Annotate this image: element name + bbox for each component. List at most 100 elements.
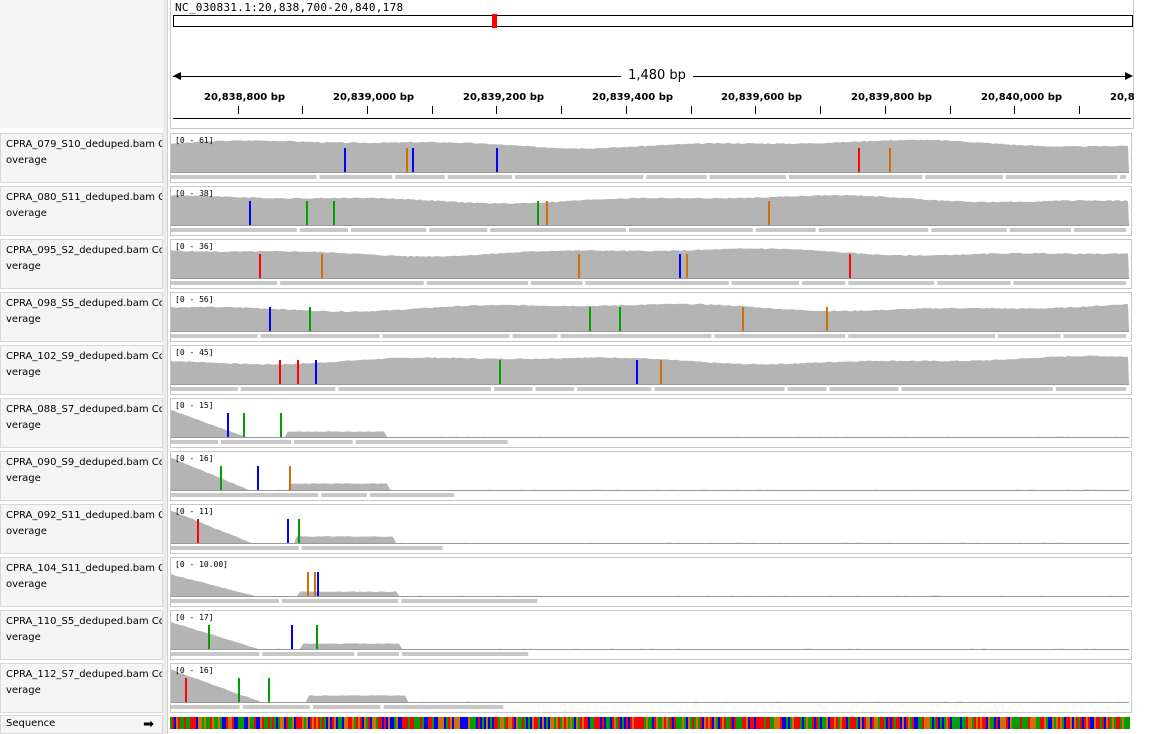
sequence-base: [238, 717, 240, 729]
coverage-plot[interactable]: [0 - 10.00]: [170, 557, 1132, 607]
track-row[interactable]: CPRA_092_S11_deduped.bam C overage [0 - …: [0, 504, 1132, 554]
coverage-range-label: [0 - 45]: [175, 348, 214, 357]
sequence-base: [1092, 717, 1094, 729]
sequence-base: [882, 717, 884, 729]
ruler-panel[interactable]: NC_030831.1:20,838,700-20,840,178 1,480 …: [170, 0, 1135, 129]
sequence-base: [400, 717, 402, 729]
panel-divider[interactable]: [163, 0, 168, 734]
sequence-base: [360, 717, 362, 729]
sequence-base: [368, 717, 370, 729]
track-name-panel[interactable]: CPRA_088_S7_deduped.bam Co verage: [0, 398, 163, 448]
sequence-base: [696, 717, 698, 729]
sequence-base: [602, 717, 604, 729]
coverage-plot[interactable]: [0 - 16]: [170, 451, 1132, 501]
sequence-base: [704, 717, 706, 729]
sequence-base: [886, 717, 888, 729]
coverage-area: [171, 303, 1129, 331]
track-name-panel[interactable]: CPRA_112_S7_deduped.bam Co verage: [0, 663, 163, 713]
track-name-panel[interactable]: CPRA_110_S5_deduped.bam Co verage: [0, 610, 163, 660]
sequence-track[interactable]: Sequence ➡: [0, 715, 1132, 734]
ruler-tick: [496, 106, 497, 114]
track-row[interactable]: CPRA_088_S7_deduped.bam Co verage [0 - 1…: [0, 398, 1132, 448]
track-row[interactable]: CPRA_098_S5_deduped.bam Co verage [0 - 5…: [0, 292, 1132, 342]
coverage-graph: [171, 355, 1129, 391]
mismatch-marker: [768, 201, 770, 225]
chromosome-ideogram[interactable]: [173, 14, 1133, 28]
sequence-base: [722, 717, 724, 729]
coverage-plot[interactable]: [0 - 38]: [170, 186, 1132, 236]
coverage-graph: [171, 510, 1129, 550]
sequence-base: [822, 717, 824, 729]
sequence-base: [192, 717, 194, 729]
sequence-base: [790, 717, 792, 729]
sequence-base: [486, 717, 488, 729]
sequence-base: [974, 717, 976, 729]
mismatch-marker: [197, 519, 199, 543]
sequence-base: [572, 717, 574, 729]
track-name-panel[interactable]: CPRA_090_S9_deduped.bam Co verage: [0, 451, 163, 501]
sequence-base: [1112, 717, 1114, 729]
track-row[interactable]: CPRA_112_S7_deduped.bam Co verage [0 - 1…: [0, 663, 1132, 713]
sequence-base: [782, 717, 784, 729]
sequence-base: [370, 717, 372, 729]
sequence-base: [828, 717, 830, 729]
sequence-base: [334, 717, 336, 729]
track-row[interactable]: CPRA_095_S2_deduped.bam Co verage [0 - 3…: [0, 239, 1132, 289]
coverage-plot[interactable]: [0 - 45]: [170, 345, 1132, 395]
track-name-panel[interactable]: CPRA_079_S10_deduped.bam C overage: [0, 133, 163, 183]
sequence-base: [896, 717, 898, 729]
sequence-base: [698, 717, 700, 729]
coverage-plot[interactable]: [0 - 16]: [170, 663, 1132, 713]
track-name-line1: CPRA_104_S11_deduped.bam C: [6, 563, 162, 574]
sequence-base: [562, 717, 564, 729]
track-row[interactable]: CPRA_080_S11_deduped.bam C overage [0 - …: [0, 186, 1132, 236]
sequence-name-panel[interactable]: Sequence ➡: [0, 715, 163, 734]
sequence-base: [1108, 717, 1110, 729]
coverage-plot[interactable]: [0 - 17]: [170, 610, 1132, 660]
coverage-plot[interactable]: [0 - 56]: [170, 292, 1132, 342]
coverage-range-label: [0 - 38]: [175, 189, 214, 198]
sequence-base: [972, 717, 974, 729]
track-name-panel[interactable]: CPRA_098_S5_deduped.bam Co verage: [0, 292, 163, 342]
coverage-plot[interactable]: [0 - 36]: [170, 239, 1132, 289]
coverage-plot[interactable]: [0 - 61]: [170, 133, 1132, 183]
sequence-base: [558, 717, 560, 729]
sequence-base: [1122, 717, 1124, 729]
alignment-segment: [1120, 175, 1126, 179]
mismatch-marker: [220, 466, 222, 490]
sequence-base: [858, 717, 860, 729]
sequence-base: [630, 717, 632, 729]
sequence-base: [176, 717, 178, 729]
track-name-panel[interactable]: CPRA_095_S2_deduped.bam Co verage: [0, 239, 163, 289]
sequence-base: [1038, 717, 1040, 729]
sequence-base: [186, 717, 188, 729]
track-name-panel[interactable]: CPRA_102_S9_deduped.bam Co verage: [0, 345, 163, 395]
track-row[interactable]: CPRA_104_S11_deduped.bam C overage [0 - …: [0, 557, 1132, 607]
sequence-base: [356, 717, 358, 729]
sequence-base: [258, 717, 260, 729]
strand-arrow-icon[interactable]: ➡: [143, 717, 154, 732]
alignment-segment: [338, 387, 492, 391]
track-row[interactable]: CPRA_102_S9_deduped.bam Co verage [0 - 4…: [0, 345, 1132, 395]
sequence-base: [1044, 717, 1046, 729]
track-name-panel[interactable]: CPRA_080_S11_deduped.bam C overage: [0, 186, 163, 236]
sequence-base: [766, 717, 768, 729]
sequence-base: [418, 717, 420, 729]
track-name-panel[interactable]: CPRA_092_S11_deduped.bam C overage: [0, 504, 163, 554]
track-row[interactable]: CPRA_110_S5_deduped.bam Co verage [0 - 1…: [0, 610, 1132, 660]
sequence-base: [850, 717, 852, 729]
track-name-panel[interactable]: CPRA_104_S11_deduped.bam C overage: [0, 557, 163, 607]
sequence-base: [872, 717, 874, 729]
coverage-plot[interactable]: [0 - 15]: [170, 398, 1132, 448]
sequence-base: [424, 717, 426, 729]
track-row[interactable]: CPRA_079_S10_deduped.bam C overage [0 - …: [0, 133, 1132, 183]
sequence-base: [604, 717, 606, 729]
sequence-base: [194, 717, 196, 729]
track-row[interactable]: CPRA_090_S9_deduped.bam Co verage [0 - 1…: [0, 451, 1132, 501]
sequence-base: [738, 717, 740, 729]
coverage-plot[interactable]: [0 - 11]: [170, 504, 1132, 554]
sequence-base: [942, 717, 944, 729]
track-name-line2: verage: [6, 261, 41, 272]
mismatch-marker: [287, 519, 289, 543]
sequence-base: [182, 717, 184, 729]
